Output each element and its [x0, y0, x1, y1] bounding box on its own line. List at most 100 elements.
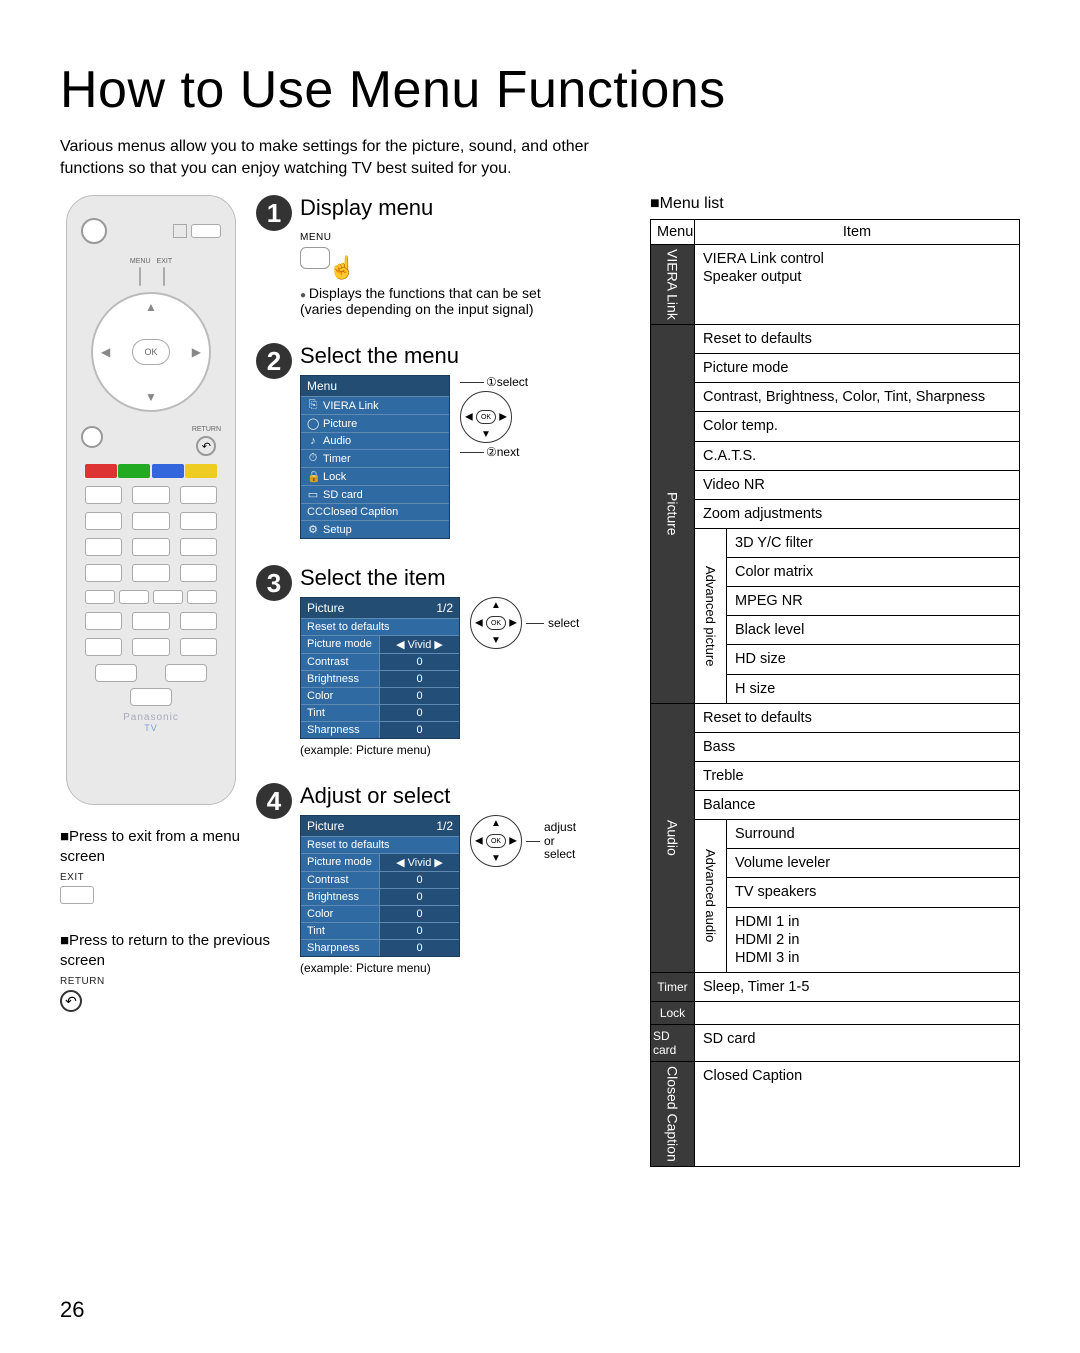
menu-item: ⏱Timer: [301, 449, 449, 467]
menu-subitem-cell: Surround: [727, 820, 1019, 849]
sub-brand-label: TV: [144, 723, 158, 733]
step-1-title: Display menu: [300, 195, 630, 221]
example-note: (example: Picture menu): [300, 961, 630, 975]
menu-item-cell: Contrast, Brightness, Color, Tint, Sharp…: [695, 383, 1019, 412]
generic-button: [85, 612, 122, 630]
num-key: [85, 564, 122, 582]
menu-list-title: ■Menu list: [650, 195, 1020, 213]
exit-hint: ■Press to exit from a menu screen EXIT: [60, 827, 280, 909]
menu-item-cell: Zoom adjustments: [695, 500, 1019, 529]
step-4-badge: 4: [256, 783, 292, 819]
setting-row: Contrast0: [301, 871, 459, 888]
generic-button: [85, 638, 122, 656]
finger-icon: ☝: [328, 255, 355, 280]
menu-subcategory: Advanced audio: [695, 820, 727, 972]
menu-item: ▭SD card: [301, 485, 449, 503]
menu-category: Audio: [651, 704, 695, 972]
dpad: ▲ ▼ ◀ ▶ OK: [91, 292, 211, 412]
step-1-note: Displays the functions that can be set (…: [300, 285, 580, 317]
menu-subitem-cell: Color matrix: [727, 558, 1019, 587]
setting-row: Picture mode◀ Vivid ▶: [301, 635, 459, 653]
menu-button: [139, 267, 141, 286]
menu-category: Timer: [651, 973, 695, 1001]
num-key: [132, 512, 169, 530]
picture-panel: Picture 1/2 Reset to defaultsPicture mod…: [300, 815, 460, 957]
menu-item-cell: SD card: [695, 1025, 1019, 1053]
generic-button: [132, 612, 169, 630]
menu-item: ◯Picture: [301, 414, 449, 432]
yellow-button: [185, 464, 217, 478]
setting-row: Contrast0: [301, 653, 459, 670]
num-key: [85, 538, 122, 556]
setting-row: Tint0: [301, 922, 459, 939]
green-button: [118, 464, 150, 478]
setting-row: Picture mode◀ Vivid ▶: [301, 853, 459, 871]
brand-label: Panasonic: [123, 712, 179, 723]
return-button-label: RETURN: [192, 426, 221, 433]
menu-subcategory: Advanced picture: [695, 529, 727, 703]
step-1-badge: 1: [256, 195, 292, 231]
power-icon: [81, 218, 107, 244]
menu-item-cell: Closed Caption: [695, 1062, 1019, 1090]
generic-button: [132, 638, 169, 656]
menu-item-cell: Video NR: [695, 471, 1019, 500]
blue-button: [152, 464, 184, 478]
select-label: ①select: [486, 375, 528, 389]
okpad-icon: OK ▲ ▼ ◀ ▶: [470, 597, 522, 649]
menu-item-cell: Reset to defaults: [695, 325, 1019, 354]
setting-row: Sharpness0: [301, 721, 459, 738]
page-title: How to Use Menu Functions: [60, 60, 1020, 120]
menu-category: VIERA Link: [651, 245, 695, 324]
menu-item-cell: Color temp.: [695, 412, 1019, 441]
col-menu: Menu: [651, 220, 695, 244]
step-2-badge: 2: [256, 343, 292, 379]
num-key: [85, 486, 122, 504]
generic-button: [81, 426, 103, 448]
menu-item-cell: Treble: [695, 762, 1019, 791]
menu-list-table: Menu Item VIERA LinkVIERA Link control S…: [650, 219, 1020, 1167]
red-button: [85, 464, 117, 478]
setting-row: Color0: [301, 905, 459, 922]
num-key: [180, 486, 217, 504]
menu-item-cell: Balance: [695, 791, 1019, 820]
menu-category: SD card: [651, 1025, 695, 1061]
menu-item-cell: Sleep, Timer 1-5: [695, 973, 1019, 1001]
menu-subitem-cell: 3D Y/C filter: [727, 529, 1019, 558]
tv-icon: [173, 224, 187, 238]
menu-item: ⚙Setup: [301, 520, 449, 538]
generic-button: [165, 664, 207, 682]
okpad-icon: OK ◀ ▶ ▼: [460, 391, 512, 443]
setting-row: Reset to defaults: [301, 836, 459, 853]
menu-item: 🔒Lock: [301, 467, 449, 485]
example-note: (example: Picture menu): [300, 743, 630, 757]
menu-subitem-cell: HDMI 1 in HDMI 2 in HDMI 3 in: [727, 908, 1019, 972]
generic-button: [191, 224, 221, 238]
exit-icon: [60, 886, 94, 904]
menu-item-cell: C.A.T.S.: [695, 442, 1019, 471]
menu-category: Picture: [651, 325, 695, 703]
menu-subitem-cell: TV speakers: [727, 878, 1019, 907]
step-4-title: Adjust or select: [300, 783, 630, 809]
setting-row: Brightness0: [301, 888, 459, 905]
generic-button: [119, 590, 149, 604]
menu-press-icon: [300, 247, 330, 269]
num-key: [180, 538, 217, 556]
menu-item-cell: Bass: [695, 733, 1019, 762]
ok-button: OK: [132, 339, 170, 365]
menu-button-label: MENU: [130, 258, 151, 265]
menu-item: ♪Audio: [301, 432, 449, 449]
step-2-title: Select the menu: [300, 343, 630, 369]
num-key: [85, 512, 122, 530]
menu-subitem-cell: Volume leveler: [727, 849, 1019, 878]
return-button: ↶: [196, 436, 216, 456]
menu-item-cell: [695, 1002, 1019, 1012]
num-key: [132, 564, 169, 582]
menu-subitem-cell: HD size: [727, 645, 1019, 674]
generic-button: [180, 612, 217, 630]
menu-item: CCClosed Caption: [301, 503, 449, 520]
return-icon: ↶: [60, 990, 82, 1012]
setting-row: Reset to defaults: [301, 618, 459, 635]
exit-button: [163, 267, 165, 286]
num-key: [180, 512, 217, 530]
menu-category: Lock: [651, 1002, 695, 1024]
